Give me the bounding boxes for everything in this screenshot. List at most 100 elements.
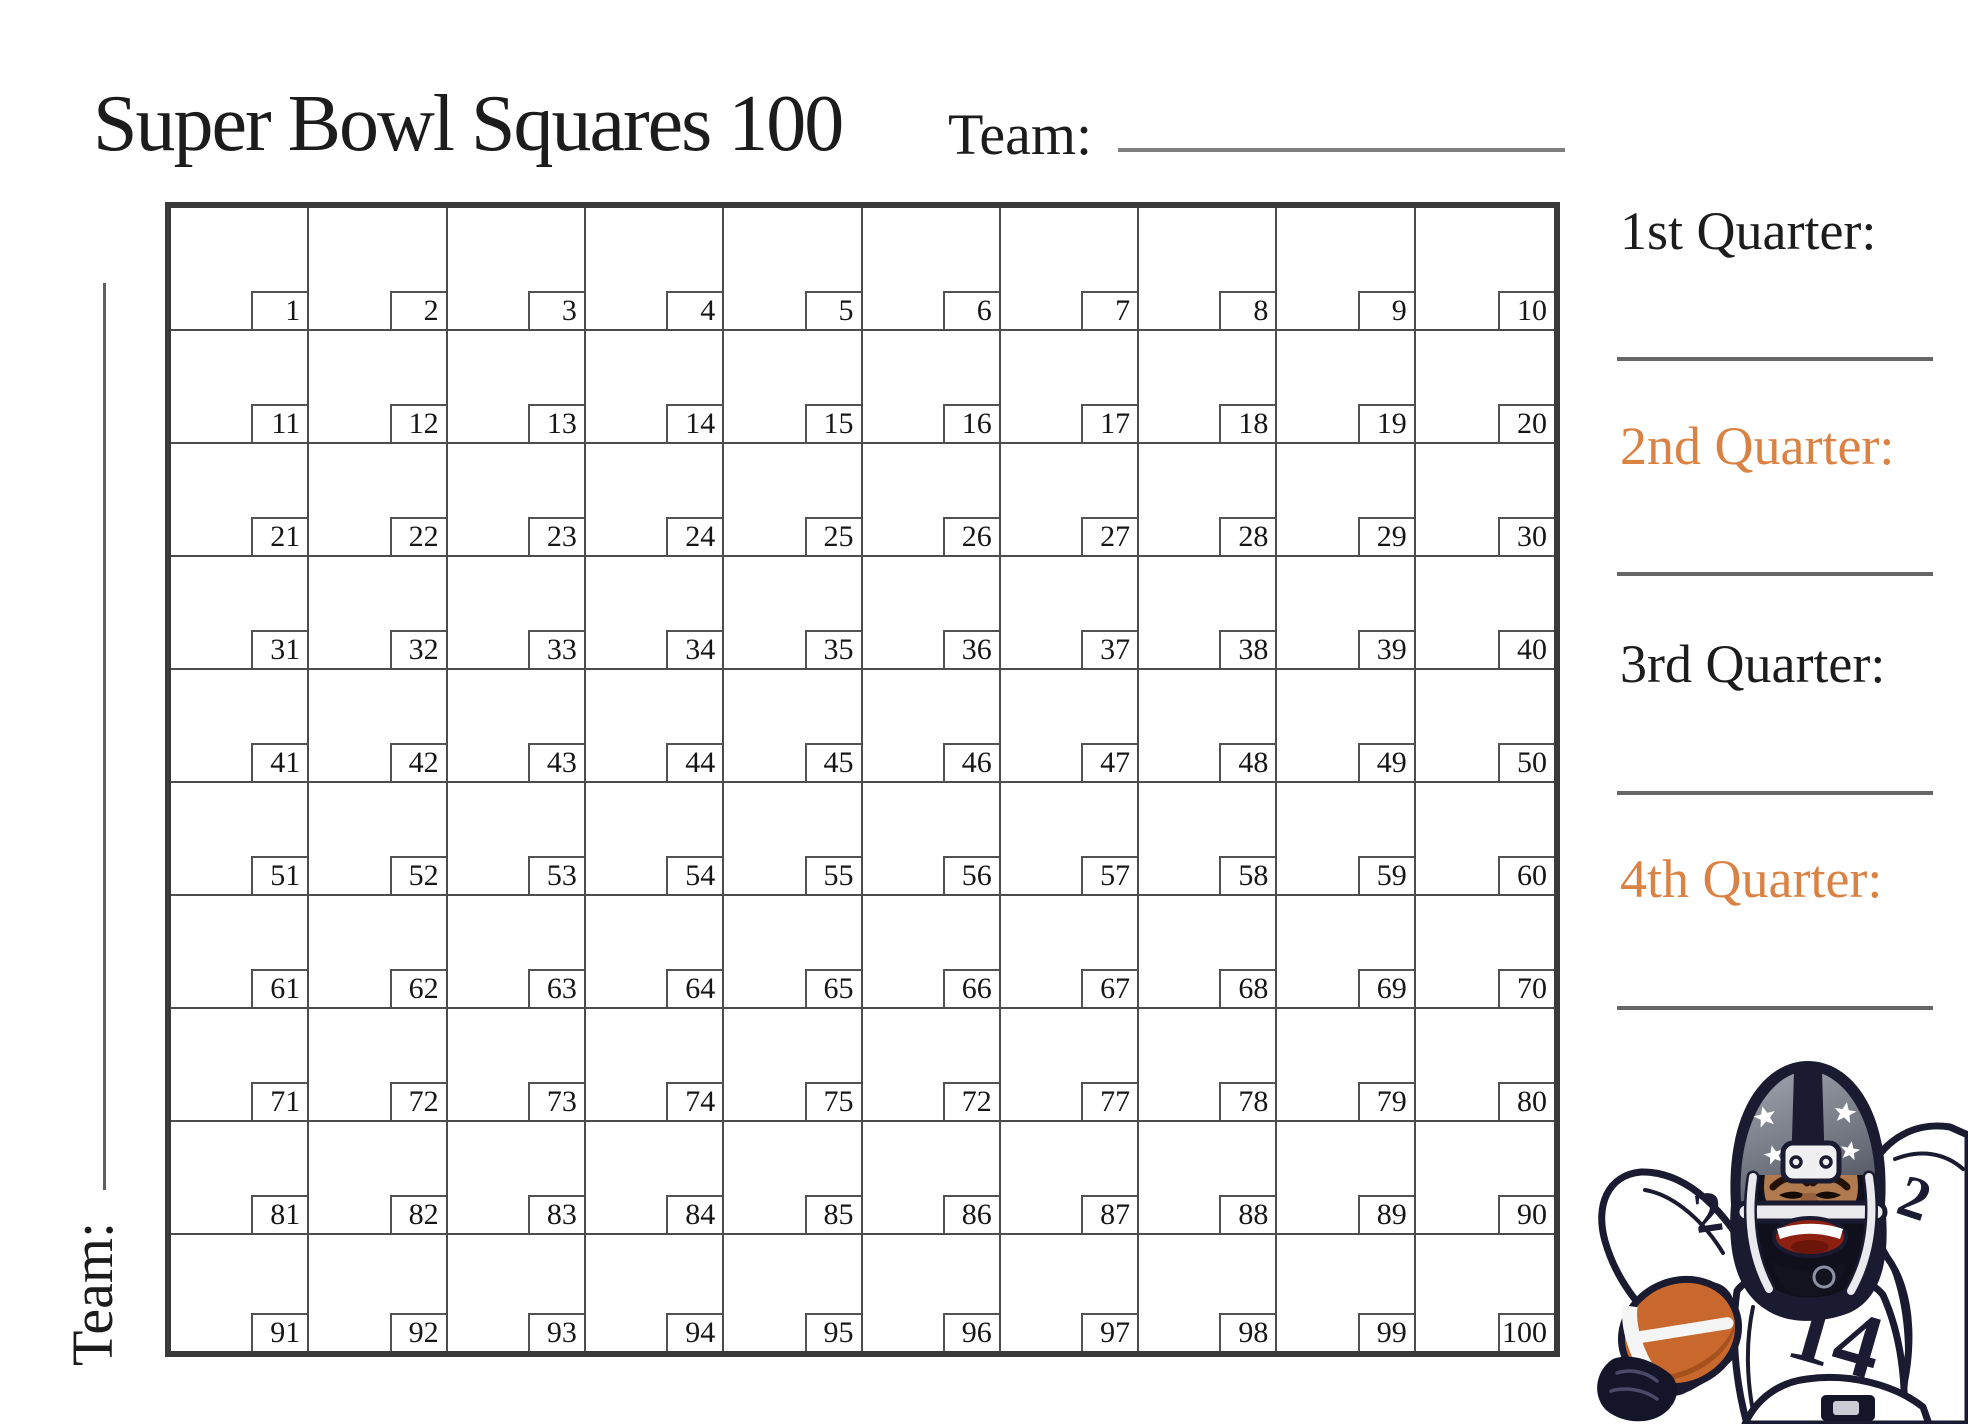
cell-number-box: 75 [804, 1082, 861, 1120]
cell-number-box: 87 [1081, 1195, 1138, 1233]
grid-cell: 22 [309, 444, 448, 557]
cell-number-box: 36 [942, 630, 999, 668]
cell-number-box: 35 [804, 630, 861, 668]
cell-number-box: 82 [389, 1195, 446, 1233]
cell-number-box: 26 [942, 517, 999, 555]
cell-number-box: 78 [1219, 1082, 1276, 1120]
grid-cell: 53 [447, 783, 586, 896]
grid-cell: 5 [724, 208, 863, 331]
grid-cell: 71 [171, 1009, 310, 1122]
cell-number-box: 72 [389, 1082, 446, 1120]
cell-number-box: 11 [251, 404, 308, 442]
cell-number-box: 49 [1357, 743, 1414, 781]
grid-cell: 94 [585, 1235, 725, 1351]
quarter-4-label: 4th Quarter: [1620, 849, 1883, 909]
grid-cell: 10 [1415, 208, 1554, 331]
grid-cell: 6 [862, 208, 1001, 331]
grid-cell: 1 [171, 208, 310, 331]
cell-number-box: 63 [527, 969, 584, 1007]
grid-cell: 86 [862, 1122, 1001, 1235]
grid-cell: 84 [585, 1122, 725, 1235]
grid-cell: 21 [171, 444, 310, 557]
cell-number-box: 13 [527, 404, 584, 442]
cell-number-box: 40 [1498, 630, 1554, 668]
grid-cell: 9 [1277, 208, 1416, 331]
grid-cell: 29 [1277, 444, 1416, 557]
cell-number-box: 68 [1219, 969, 1276, 1007]
cell-number-box: 72 [942, 1082, 999, 1120]
grid-cell: 77 [1000, 1009, 1140, 1122]
grid-cell: 75 [724, 1009, 863, 1122]
grid-cell: 43 [447, 670, 586, 783]
grid-cell: 70 [1415, 896, 1554, 1009]
football-player-illustration: 2 2 14 [1597, 1061, 1968, 1424]
grid-cell: 27 [1000, 444, 1140, 557]
grid-cell: 81 [171, 1122, 310, 1235]
grid-cell: 82 [309, 1122, 448, 1235]
cell-number-box: 89 [1357, 1195, 1414, 1233]
cell-number-box: 65 [804, 969, 861, 1007]
team-label-left: Team: [60, 1221, 125, 1366]
cell-number-box: 4 [666, 291, 723, 329]
grid-cell: 95 [724, 1235, 863, 1351]
cell-number-box: 98 [1219, 1313, 1276, 1351]
grid-cell: 73 [447, 1009, 586, 1122]
cell-number-box: 3 [527, 291, 584, 329]
cell-number-box: 34 [666, 630, 723, 668]
grid-cell: 37 [1000, 557, 1140, 670]
cell-number-box: 54 [666, 856, 723, 894]
grid-cell: 72 [862, 1009, 1001, 1122]
cell-number-box: 81 [251, 1195, 308, 1233]
cell-number-box: 53 [527, 856, 584, 894]
cell-number-box: 25 [804, 517, 861, 555]
grid-cell: 98 [1139, 1235, 1278, 1351]
grid-cell: 83 [447, 1122, 586, 1235]
grid-cell: 96 [862, 1235, 1001, 1351]
grid-cell: 69 [1277, 896, 1416, 1009]
grid-cell: 11 [171, 331, 310, 444]
grid-cell: 23 [447, 444, 586, 557]
cell-number-box: 73 [527, 1082, 584, 1120]
cell-number-box: 70 [1498, 969, 1554, 1007]
grid-cell: 48 [1139, 670, 1278, 783]
cell-number-box: 95 [804, 1313, 861, 1351]
cell-number-box: 8 [1219, 291, 1276, 329]
cell-number-box: 66 [942, 969, 999, 1007]
grid-cell: 88 [1139, 1122, 1278, 1235]
cell-number-box: 62 [389, 969, 446, 1007]
grid-cell: 47 [1000, 670, 1140, 783]
cell-number-box: 42 [389, 743, 446, 781]
cell-number-box: 58 [1219, 856, 1276, 894]
grid-cell: 91 [171, 1235, 310, 1351]
page-title: Super Bowl Squares 100 [93, 80, 844, 168]
grid-cell: 68 [1139, 896, 1278, 1009]
cell-number-box: 50 [1498, 743, 1554, 781]
grid-cell: 65 [724, 896, 863, 1009]
grid-cell: 32 [309, 557, 448, 670]
cell-number-box: 44 [666, 743, 723, 781]
cell-number-box: 64 [666, 969, 723, 1007]
cell-number-box: 97 [1081, 1313, 1138, 1351]
cell-number-box: 19 [1357, 404, 1414, 442]
cell-number-box: 14 [666, 404, 723, 442]
grid-cell: 13 [447, 331, 586, 444]
grid-cell: 85 [724, 1122, 863, 1235]
cell-number-box: 51 [251, 856, 308, 894]
grid-cell: 87 [1000, 1122, 1140, 1235]
grid-cell: 41 [171, 670, 310, 783]
cell-number-box: 99 [1357, 1313, 1414, 1351]
grid-cell: 16 [862, 331, 1001, 444]
cell-number-box: 12 [389, 404, 446, 442]
team-write-line-top [1118, 148, 1565, 152]
cell-number-box: 56 [942, 856, 999, 894]
cell-number-box: 15 [804, 404, 861, 442]
cell-number-box: 46 [942, 743, 999, 781]
cell-number-box: 38 [1219, 630, 1276, 668]
cell-number-box: 74 [666, 1082, 723, 1120]
grid-cell: 19 [1277, 331, 1416, 444]
grid-cell: 38 [1139, 557, 1278, 670]
squares-grid: 1 2 3 4 5 6 7 8 9 10 11 12 13 14 15 16 17 18 19 20 21 22 23 24 2… [165, 202, 1560, 1357]
cell-number-box: 93 [527, 1313, 584, 1351]
grid-cell: 64 [585, 896, 725, 1009]
